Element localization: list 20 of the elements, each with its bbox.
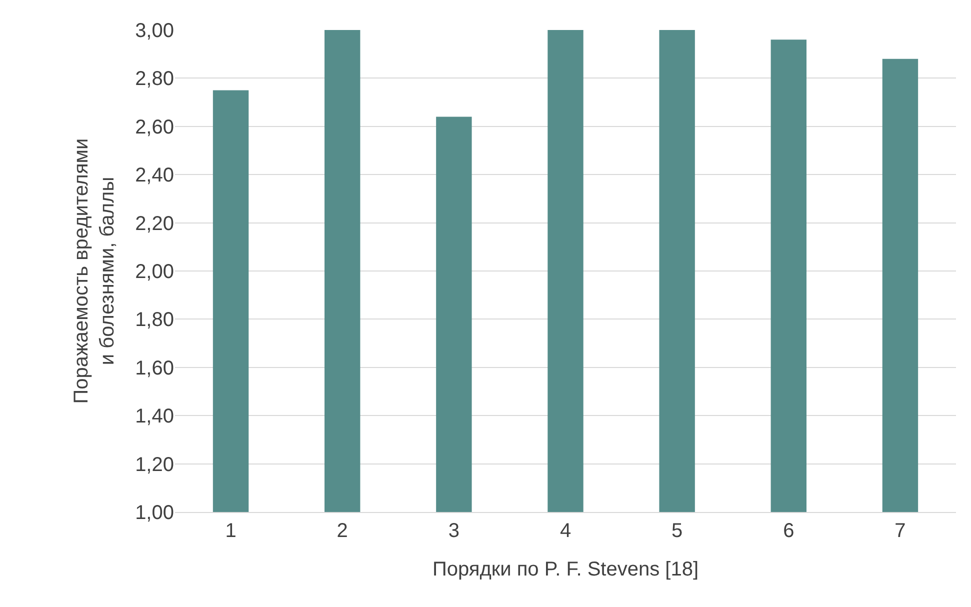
y-tick-label: 1,60 (135, 357, 174, 380)
x-tick-label: 1 (225, 520, 236, 542)
x-tick-label: 4 (560, 520, 572, 542)
x-tick-label: 6 (783, 520, 794, 542)
y-tick-label: 3,00 (135, 20, 174, 42)
y-tick-label: 2,80 (135, 68, 174, 90)
y-tick-label: 2,40 (135, 164, 174, 187)
x-tick-label: 7 (894, 520, 906, 542)
y-tick-label: 1,80 (135, 309, 174, 332)
y-tick-label: 1,00 (135, 502, 174, 524)
y-axis-title: Поражаемость вредителями и болезнями, баллы (70, 138, 119, 404)
x-tick-label: 2 (336, 520, 348, 542)
x-axis-title: Порядки по P. F. Stevens [18] (432, 558, 699, 580)
y-tick-label: 1,40 (135, 406, 174, 428)
y-tick-label: 1,20 (135, 454, 174, 476)
y-tick-label: 2,00 (135, 261, 174, 283)
x-tick-label: 3 (448, 520, 460, 542)
y-tick-label: 2,20 (135, 212, 174, 235)
y-tick-label: 2,60 (135, 116, 174, 138)
x-tick-label: 5 (672, 520, 683, 542)
